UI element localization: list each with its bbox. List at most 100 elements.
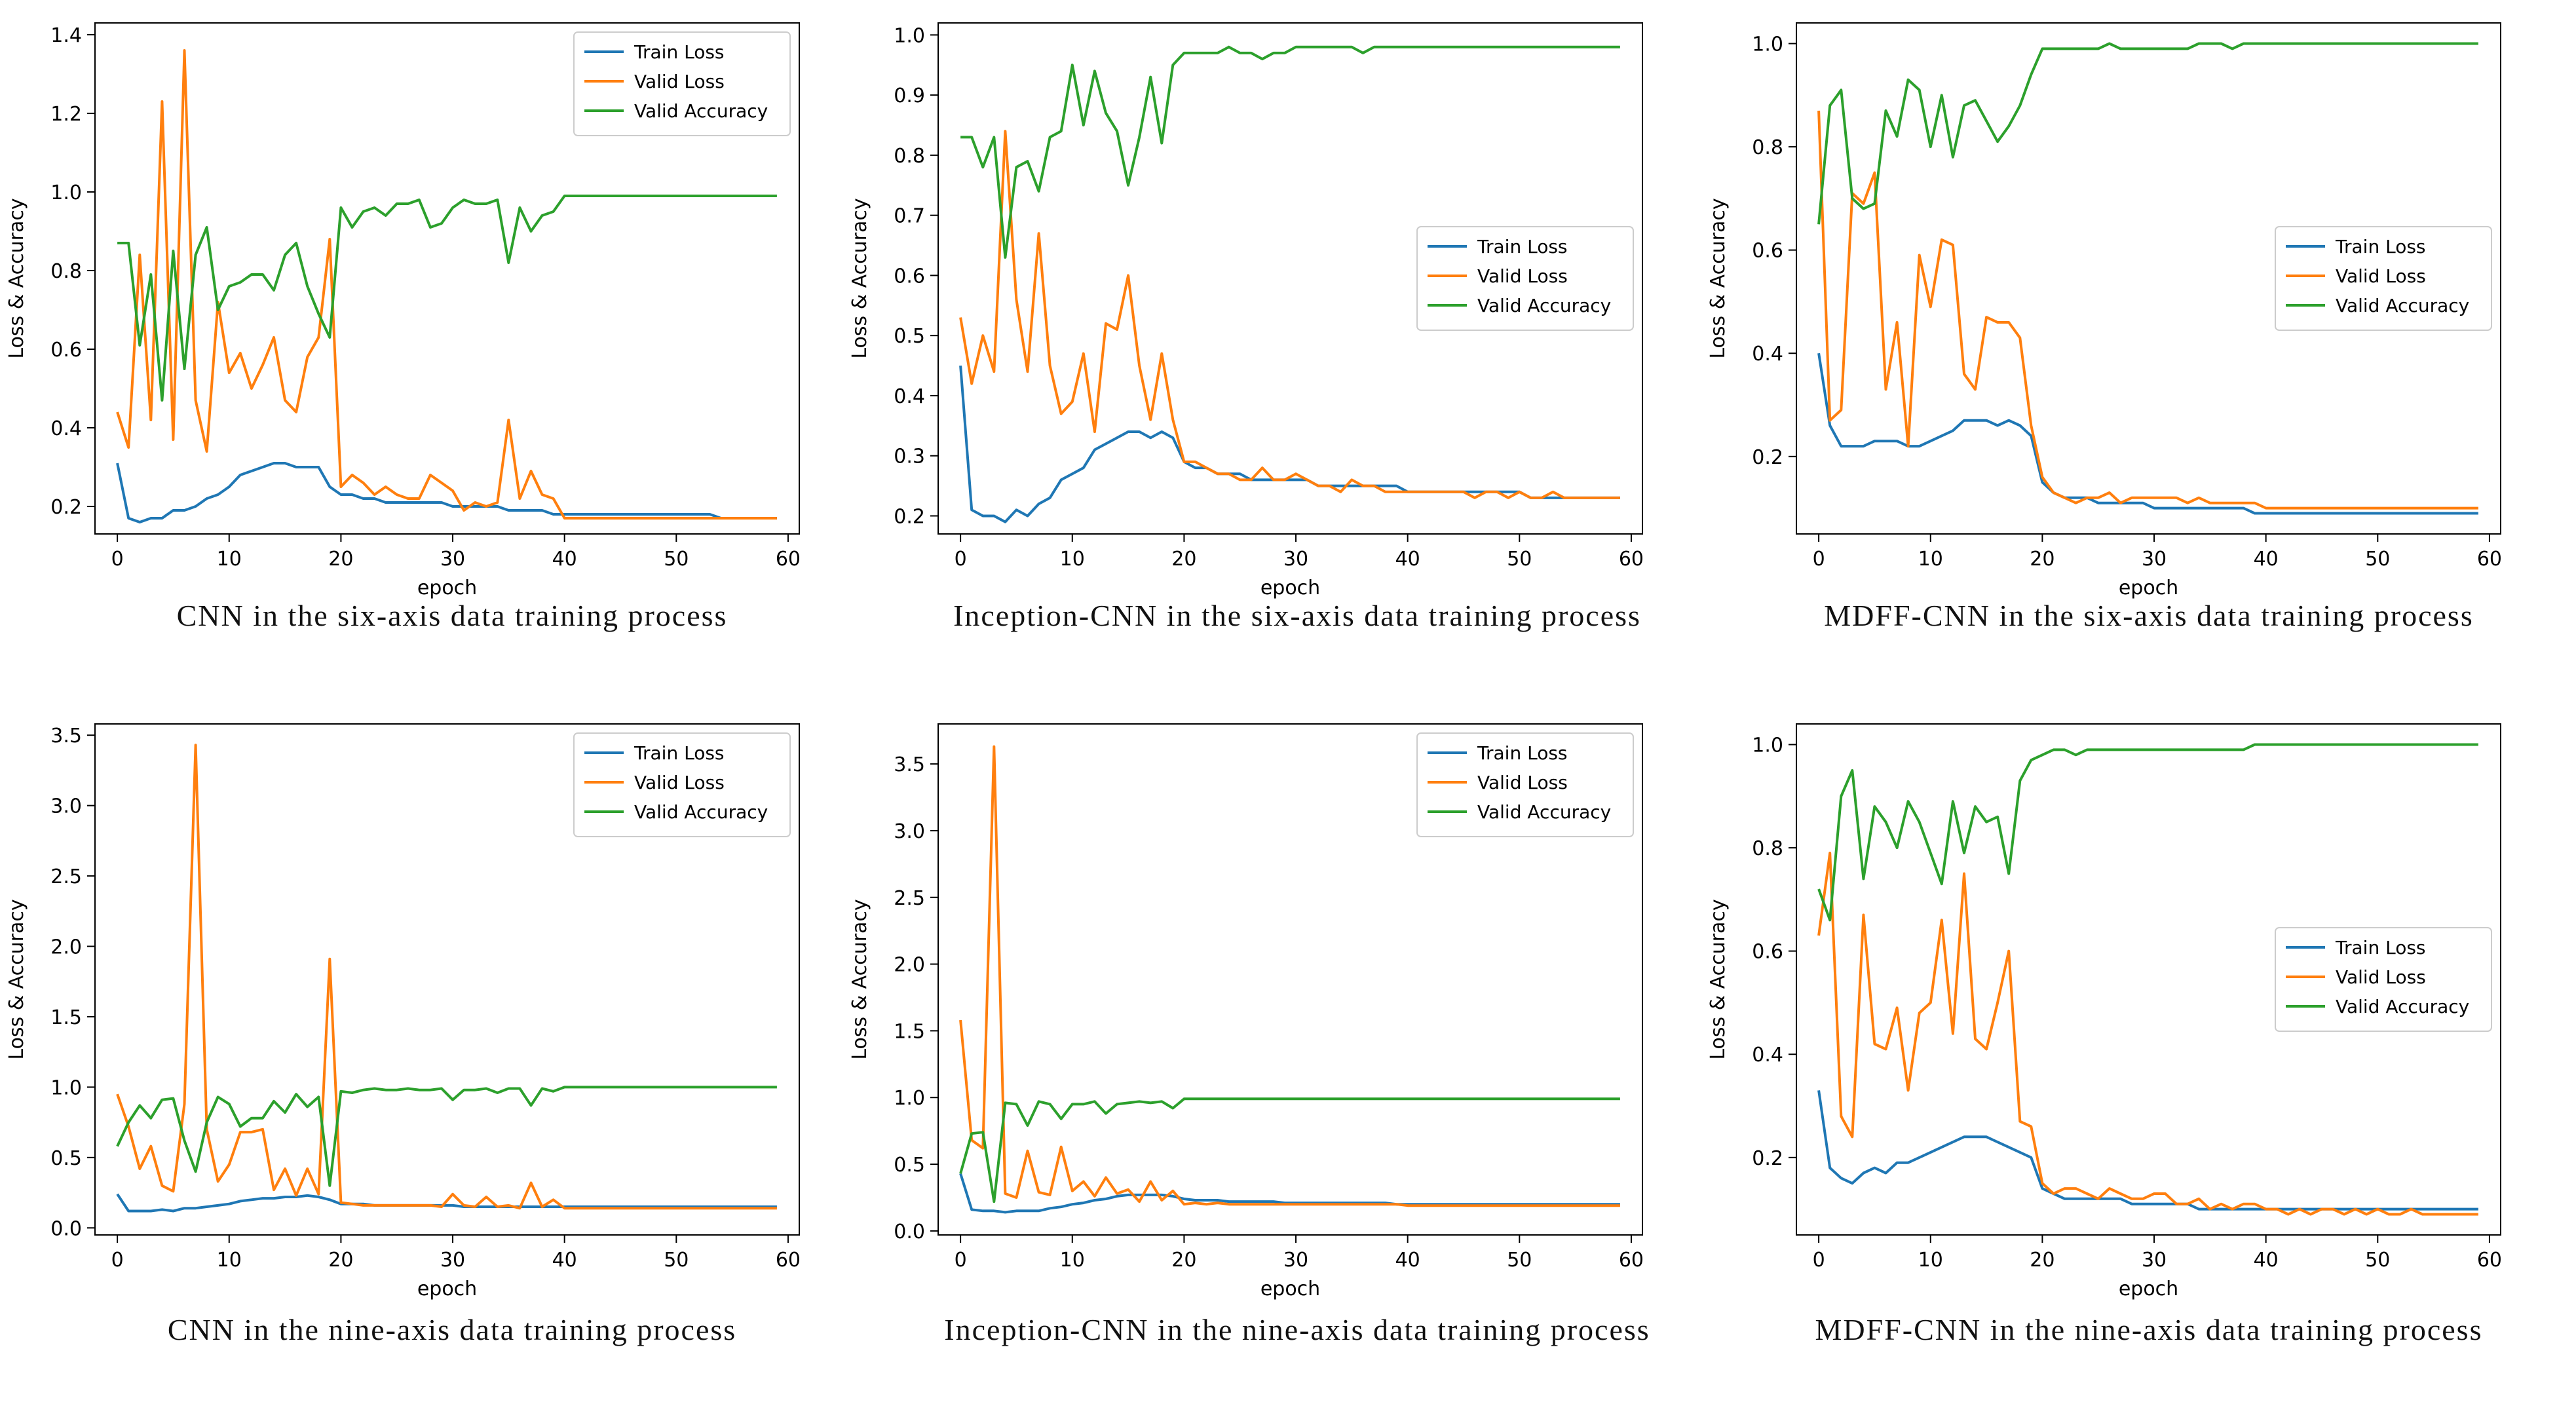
- x-tick-label: 40: [1395, 548, 1420, 571]
- y-tick-label: 0.5: [894, 325, 925, 348]
- series-line-valid-loss: [116, 744, 777, 1210]
- legend: Train Loss Valid Loss Valid Accuracy: [573, 732, 791, 837]
- y-tick-label: 0.6: [894, 265, 925, 288]
- legend: Train Loss Valid Loss Valid Accuracy: [2275, 226, 2492, 331]
- chart-caption: CNN in the nine-axis data training proce…: [167, 1313, 737, 1346]
- x-tick-label: 10: [1060, 548, 1085, 571]
- x-tick-label: 60: [1619, 548, 1644, 571]
- y-tick-label: 0.6: [1752, 941, 1783, 964]
- x-axis-label: epoch: [1260, 1278, 1320, 1300]
- series-line-valid-loss: [1817, 852, 2478, 1216]
- y-tick-label: 1.0: [50, 181, 82, 204]
- y-axis-label: Loss & Accuracy: [848, 198, 871, 358]
- legend-label: Valid Accuracy: [2336, 996, 2469, 1017]
- legend-label: Train Loss: [634, 742, 725, 764]
- chart-panel-4: 0 10 20 30 40 50 60 0.0 0.5 1.0 1.5 2.0 2.5 3.0 3.5 epo…: [5, 723, 801, 1300]
- x-tick-label: 10: [1060, 1249, 1085, 1272]
- x-axis-label: epoch: [417, 1278, 477, 1300]
- legend-label: Train Loss: [2335, 236, 2426, 257]
- series-line-valid-accuracy: [116, 1086, 777, 1187]
- x-tick-label: 10: [1918, 1249, 1943, 1272]
- y-tick-label: 1.2: [50, 103, 82, 126]
- series-line-valid-accuracy: [960, 45, 1620, 259]
- x-tick-label: 50: [2365, 1249, 2390, 1272]
- x-tick-label: 30: [2142, 1249, 2167, 1272]
- series-line-train-loss: [1817, 1090, 2478, 1211]
- y-tick-label: 3.0: [50, 795, 82, 818]
- legend-box: [2275, 226, 2492, 331]
- x-tick-label: 40: [1395, 1249, 1420, 1272]
- y-tick-label: 1.0: [50, 1076, 82, 1099]
- x-tick-label: 50: [1507, 548, 1532, 571]
- x-tick-label: 60: [1619, 1249, 1644, 1272]
- y-tick-label: 3.5: [50, 725, 82, 748]
- legend-label: Train Loss: [2335, 937, 2426, 958]
- x-tick-label: 0: [111, 1249, 124, 1272]
- y-tick-label: 3.0: [894, 820, 925, 843]
- series-line-valid-accuracy: [1817, 42, 2478, 225]
- x-tick-label: 30: [1283, 548, 1308, 571]
- x-tick-label: 40: [2254, 1249, 2279, 1272]
- x-tick-label: 20: [1171, 548, 1196, 571]
- series-line-valid-accuracy: [959, 1097, 1620, 1203]
- y-tick-label: 0.6: [1752, 240, 1783, 263]
- x-tick-label: 20: [2030, 548, 2055, 571]
- y-tick-label: 0.9: [894, 85, 925, 107]
- y-tick-label: 0.0: [50, 1217, 82, 1240]
- legend: Train Loss Valid Loss Valid Accuracy: [1416, 226, 1634, 331]
- y-tick-label: 0.3: [894, 445, 925, 468]
- series-line-train-loss: [959, 365, 1620, 523]
- legend-label: Train Loss: [1477, 236, 1568, 257]
- y-axis-label: Loss & Accuracy: [1707, 198, 1730, 358]
- y-axis-label: Loss & Accuracy: [5, 198, 28, 358]
- legend-label: Valid Loss: [634, 71, 725, 92]
- x-tick-label: 10: [217, 1249, 242, 1272]
- series-line-valid-accuracy: [1817, 743, 2478, 922]
- y-tick-label: 0.8: [50, 260, 82, 283]
- legend-label: Valid Accuracy: [634, 801, 768, 823]
- legend-box: [1416, 732, 1634, 837]
- y-tick-label: 0.4: [1752, 343, 1783, 366]
- legend: Train Loss Valid Loss Valid Accuracy: [2275, 927, 2492, 1032]
- x-tick-label: 20: [2030, 1249, 2055, 1272]
- x-axis-label: epoch: [1260, 577, 1320, 599]
- x-axis-label: epoch: [2119, 1278, 2178, 1300]
- x-tick-label: 10: [217, 548, 242, 571]
- x-axis-label: epoch: [417, 577, 477, 599]
- y-tick-label: 2.0: [894, 954, 925, 977]
- x-tick-label: 20: [328, 548, 353, 571]
- y-tick-label: 2.0: [50, 936, 82, 959]
- y-tick-label: 0.2: [1752, 1147, 1783, 1170]
- y-tick-label: 0.2: [1752, 446, 1783, 469]
- y-tick-label: 0.5: [50, 1147, 82, 1170]
- legend-box: [1416, 226, 1634, 331]
- x-tick-label: 40: [552, 548, 577, 571]
- series-line-train-loss: [116, 462, 777, 523]
- x-tick-label: 60: [776, 1249, 801, 1272]
- y-tick-label: 1.5: [50, 1006, 82, 1029]
- legend-label: Valid Accuracy: [2336, 295, 2469, 316]
- y-tick-label: 0.4: [1752, 1044, 1783, 1067]
- y-tick-label: 1.0: [894, 1087, 925, 1110]
- chart-panel-2: 0 10 20 30 40 50 60 0.2 0.3 0.4 0.5 0.6 0.7 0.8 0.9 1.0…: [848, 22, 1644, 599]
- y-tick-label: 0.4: [894, 385, 925, 408]
- y-tick-label: 0.4: [50, 417, 82, 440]
- chart-panel-6: 0 10 20 30 40 50 60 0.2 0.4 0.6 0.8 1.0 epoch Loss & …: [1707, 723, 2502, 1300]
- legend: Train Loss Valid Loss Valid Accuracy: [573, 31, 791, 136]
- legend-label: Valid Loss: [1477, 265, 1568, 287]
- chart-panel-1: 0 10 20 30 40 50 60 0.2 0.4 0.6 0.8 1.0 1.2 1.4 epoch L…: [5, 22, 801, 599]
- x-tick-label: 60: [2477, 548, 2502, 571]
- x-tick-label: 0: [1813, 548, 1825, 571]
- x-tick-label: 40: [552, 1249, 577, 1272]
- y-tick-label: 0.8: [894, 145, 925, 168]
- x-tick-label: 30: [440, 1249, 465, 1272]
- x-tick-label: 40: [2254, 548, 2279, 571]
- chart-caption: Inception-CNN in the nine-axis data trai…: [944, 1313, 1650, 1346]
- x-tick-label: 0: [955, 1249, 967, 1272]
- y-tick-label: 2.5: [894, 887, 925, 910]
- y-tick-label: 1.0: [1752, 734, 1783, 757]
- y-tick-label: 3.5: [894, 753, 925, 776]
- legend: Train Loss Valid Loss Valid Accuracy: [1416, 732, 1634, 837]
- legend-label: Valid Accuracy: [1477, 801, 1611, 823]
